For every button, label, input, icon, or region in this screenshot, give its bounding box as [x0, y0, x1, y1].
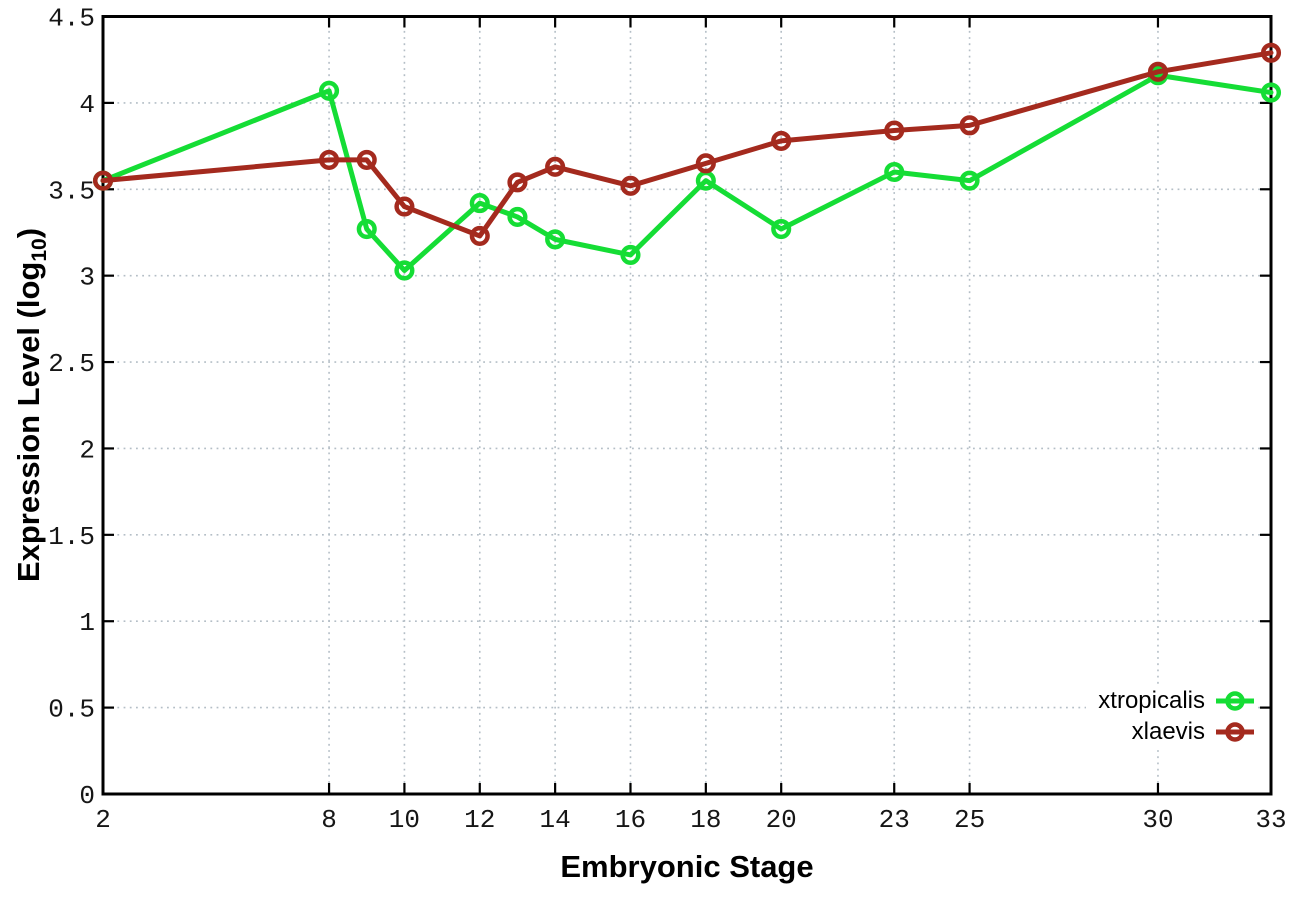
- x-tick-label: 10: [389, 805, 420, 835]
- series-xlaevis-marker: [1147, 61, 1169, 82]
- x-tick-label: 2: [95, 805, 111, 835]
- y-axis-title-subscript: 10: [28, 238, 51, 262]
- y-axis-title-main: Expression Level (log: [11, 261, 46, 583]
- y-tick-label: 2.5: [48, 349, 95, 379]
- legend: xtropicalis xlaevis: [1086, 685, 1256, 747]
- series-xtropicalis-line: [100, 72, 1274, 273]
- x-tick-label: 14: [540, 805, 571, 835]
- series-xlaevis-line: [100, 50, 1274, 239]
- series-xlaevis-marker: [92, 170, 114, 191]
- series-xtropicalis-marker: [1260, 82, 1282, 103]
- series-xtropicalis-marker: [319, 80, 340, 101]
- series-xtropicalis-marker: [394, 260, 415, 281]
- x-tick-label: 30: [1142, 805, 1173, 835]
- y-tick-label: 3: [79, 263, 95, 293]
- y-tick-label: 3.5: [48, 176, 95, 206]
- x-tick-label: 23: [879, 805, 910, 835]
- y-tick-label: 4.5: [48, 4, 95, 34]
- y-tick-label: 0: [79, 781, 95, 811]
- series-xlaevis-marker: [620, 175, 641, 196]
- series-xtropicalis-marker: [771, 218, 792, 240]
- legend-line-marker-icon: [1216, 690, 1254, 711]
- series-xlaevis-marker: [469, 225, 490, 246]
- x-tick-label: 20: [766, 805, 797, 835]
- series-xlaevis-marker: [771, 130, 792, 151]
- y-tick-label: 2: [79, 435, 95, 465]
- series-xtropicalis-marker: [356, 218, 377, 240]
- series-xlaevis-marker: [959, 115, 980, 136]
- series-xlaevis-marker: [507, 172, 528, 193]
- x-tick-label: 33: [1255, 805, 1286, 835]
- series-xlaevis-marker: [545, 156, 566, 177]
- legend-label: xlaevis: [1131, 717, 1205, 745]
- series-xlaevis-marker: [319, 149, 340, 170]
- y-axis-title-end: ): [11, 227, 46, 239]
- series-xtropicalis-marker: [469, 193, 490, 214]
- series-xlaevis-marker: [1260, 42, 1282, 63]
- series-xtropicalis-marker: [545, 229, 566, 250]
- y-tick-label: 4: [79, 90, 95, 120]
- legend-line-marker-icon: [1216, 721, 1254, 742]
- x-tick-label: 25: [954, 805, 985, 835]
- y-axis-title: Expression Level (log10): [11, 227, 51, 583]
- y-tick-label: 1.5: [48, 522, 95, 552]
- x-tick-label: 8: [321, 805, 337, 835]
- y-tick-label: 1: [79, 608, 95, 638]
- series-xlaevis-marker: [695, 153, 716, 174]
- legend-entry-xlaevis: xlaevis: [1132, 716, 1256, 747]
- legend-entry-xtropicalis: xtropicalis: [1098, 685, 1256, 716]
- series-xtropicalis-marker: [507, 206, 528, 227]
- series-xlaevis-marker: [884, 120, 905, 141]
- x-tick-label: 18: [690, 805, 721, 835]
- series-xtropicalis-marker: [959, 170, 980, 191]
- series-xlaevis-marker: [394, 196, 415, 217]
- y-tick-label: 0.5: [48, 695, 95, 725]
- series-xlaevis-marker: [356, 149, 377, 170]
- plot-border: [101, 15, 1273, 796]
- x-tick-label: 16: [615, 805, 646, 835]
- series-xtropicalis-marker: [620, 244, 641, 265]
- series-xtropicalis-marker: [884, 161, 905, 183]
- x-tick-label: 12: [464, 805, 495, 835]
- legend-label: xtropicalis: [1098, 686, 1205, 714]
- x-axis-title: Embryonic Stage: [560, 849, 814, 884]
